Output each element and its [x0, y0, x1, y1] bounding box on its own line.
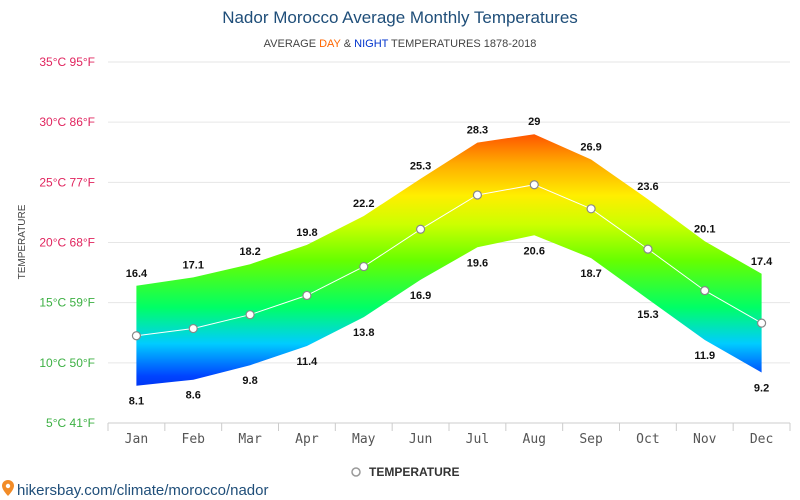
night-label-jan: 8.1: [129, 396, 144, 408]
average-point-aug[interactable]: [529, 180, 539, 190]
night-label-sep: 18.7: [580, 268, 601, 280]
night-label-oct: 15.3: [637, 309, 658, 321]
chart-title: Nador Morocco Average Monthly Temperatur…: [222, 8, 578, 27]
x-tick-label: Feb: [182, 432, 206, 447]
y-tick-label: 35°C 95°F: [39, 55, 95, 69]
x-tick-label: Dec: [750, 432, 773, 447]
y-tick-label: 20°C 68°F: [39, 236, 95, 250]
legend[interactable]: TEMPERATURE: [351, 465, 459, 479]
subtitle-amp: &: [341, 38, 354, 50]
day-label-jun: 25.3: [410, 161, 431, 173]
day-label-nov: 20.1: [694, 223, 715, 235]
average-point-oct[interactable]: [643, 244, 653, 254]
y-axis-label: TEMPERATURE: [17, 204, 28, 279]
average-point-sep[interactable]: [586, 204, 596, 214]
day-label-feb: 17.1: [183, 259, 204, 271]
x-tick-label: Mar: [238, 432, 262, 447]
average-point-may[interactable]: [359, 261, 369, 272]
day-label-may: 22.2: [353, 198, 374, 210]
temperature-range-area: [136, 134, 762, 386]
x-tick-label: Jul: [466, 432, 489, 447]
y-tick-label: 5°C 41°F: [46, 416, 95, 430]
average-point-nov[interactable]: [700, 286, 710, 296]
x-tick-label: Jun: [409, 432, 432, 447]
location-pin-dot: [5, 483, 11, 489]
night-label-jun: 16.9: [410, 290, 431, 302]
average-point-apr[interactable]: [302, 290, 312, 301]
y-tick-label: 30°C 86°F: [39, 115, 95, 129]
average-point-jun[interactable]: [415, 224, 426, 234]
night-label-may: 13.8: [353, 327, 374, 339]
y-tick-labels: 35°C 95°F 30°C 86°F 25°C 77°F 20°C 68°F 15°C…: [39, 55, 95, 430]
night-label-dec: 9.2: [754, 382, 769, 394]
average-point-jan[interactable]: [131, 331, 142, 341]
day-label-sep: 26.9: [580, 141, 601, 153]
day-label-mar: 18.2: [239, 246, 260, 258]
legend-marker: [351, 467, 361, 477]
night-label-mar: 9.8: [242, 375, 257, 387]
night-label-jul: 19.6: [467, 257, 488, 269]
average-point-mar[interactable]: [245, 310, 255, 320]
day-label-apr: 19.8: [296, 227, 317, 239]
day-label-jan: 16.4: [126, 268, 148, 280]
night-label-feb: 8.6: [186, 390, 201, 402]
subtitle-prefix: AVERAGE: [264, 38, 319, 50]
y-tick-label: 25°C 77°F: [39, 175, 95, 189]
average-point-feb[interactable]: [188, 323, 198, 334]
night-label-nov: 11.9: [694, 350, 715, 362]
day-label-aug: 29: [528, 116, 540, 128]
source-link[interactable]: hikersbay.com/climate/morocco/nador: [2, 480, 268, 499]
x-tick-label: Apr: [295, 432, 319, 447]
temperature-series: [131, 180, 767, 341]
average-temperature-line: [136, 184, 762, 337]
x-tick-label: Nov: [693, 432, 717, 447]
night-label-aug: 20.6: [524, 245, 545, 257]
x-tick-label: Oct: [636, 432, 659, 447]
day-label-dec: 17.4: [751, 256, 773, 268]
day-label-oct: 23.6: [637, 181, 658, 193]
data-labels: 16.4 17.1 18.2 19.8 22.2 25.3 28.3 29 26.9 23.6 20…: [126, 116, 773, 407]
x-tick-label: Sep: [579, 432, 603, 447]
subtitle-night: NIGHT: [354, 38, 389, 50]
average-point-dec[interactable]: [756, 318, 767, 328]
chart-subtitle: AVERAGE DAY & NIGHT TEMPERATURES 1878-20…: [264, 38, 537, 50]
day-label-jul: 28.3: [467, 125, 488, 137]
x-tick-label: Jan: [125, 432, 148, 447]
y-tick-label: 10°C 50°F: [39, 356, 95, 370]
legend-label: TEMPERATURE: [369, 465, 459, 479]
x-tick-label: May: [352, 432, 376, 447]
y-tick-label: 15°C 59°F: [39, 296, 95, 310]
average-point-jul[interactable]: [472, 190, 483, 200]
x-tick-label: Aug: [523, 432, 546, 447]
source-text: hikersbay.com/climate/morocco/nador: [17, 482, 268, 499]
subtitle-day: DAY: [319, 38, 341, 50]
subtitle-suffix: TEMPERATURES 1878-2018: [388, 38, 536, 50]
night-label-apr: 11.4: [297, 356, 319, 368]
temperature-band: [136, 134, 762, 386]
x-axis: Jan Feb Mar Apr May Jun Jul Aug Sep Oct Nov Dec: [107, 422, 791, 447]
